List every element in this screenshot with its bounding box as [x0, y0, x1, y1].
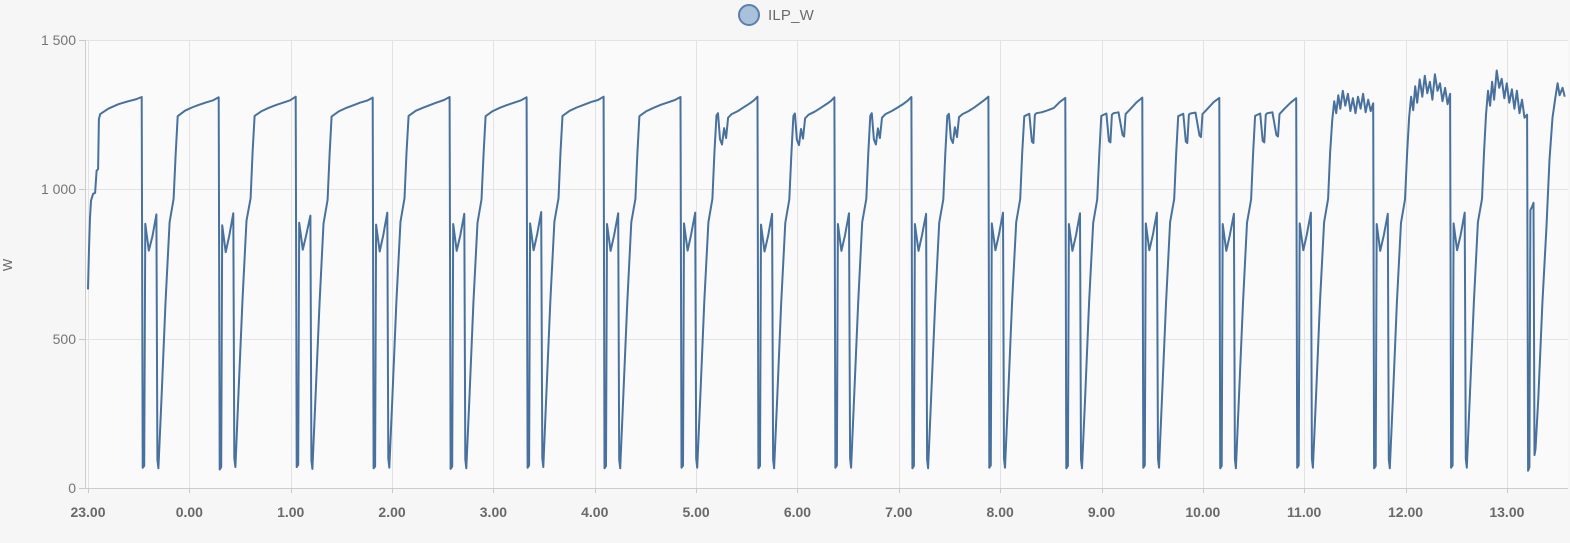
- x-tick-label: 11.00: [1287, 504, 1322, 520]
- legend-series-marker-icon: [738, 4, 760, 26]
- x-tick-label: 0.00: [175, 504, 203, 520]
- y-tick-label: 500: [52, 330, 76, 347]
- x-tick-label: 10.00: [1185, 504, 1221, 520]
- x-tick-label: 3.00: [479, 504, 508, 520]
- x-tick-label: 13.00: [1489, 504, 1525, 520]
- legend-item-ilp-w[interactable]: ILP_W: [738, 3, 814, 27]
- x-tick-label: 23.00: [70, 504, 106, 520]
- x-tick-label: 8.00: [986, 504, 1014, 520]
- x-tick-label: 6.00: [783, 504, 812, 520]
- x-tick-label: 12.00: [1388, 504, 1424, 520]
- x-tick-label: 7.00: [885, 504, 913, 520]
- x-tick-label: 4.00: [581, 504, 609, 520]
- x-tick-label: 5.00: [682, 504, 710, 520]
- y-tick-label: 1 500: [40, 32, 76, 48]
- y-axis-title: W: [0, 258, 15, 272]
- x-tick-label: 9.00: [1087, 504, 1116, 520]
- y-tick-label: 0: [68, 480, 76, 496]
- x-tick-label: 1.00: [277, 504, 305, 520]
- y-tick-label: 1 000: [40, 181, 76, 198]
- x-tick-label: 2.00: [378, 504, 406, 520]
- legend-series-label: ILP_W: [768, 6, 815, 24]
